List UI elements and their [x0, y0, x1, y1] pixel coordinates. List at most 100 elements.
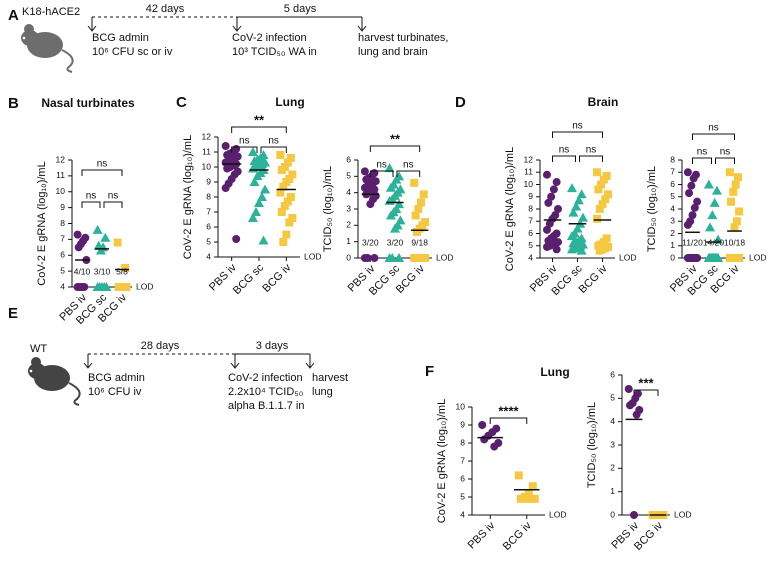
y-tick-label: 10 [202, 161, 212, 171]
data-point [417, 198, 426, 207]
y-tick-label: 3 [346, 203, 351, 213]
data-point [624, 385, 633, 393]
step-label: harvest [312, 372, 348, 384]
data-point [593, 168, 601, 177]
y-tick-label: 0 [670, 252, 675, 262]
data-point [360, 254, 369, 262]
significance-bracket [489, 417, 528, 424]
data-point [709, 197, 720, 207]
data-point [385, 210, 396, 220]
data-point [729, 187, 738, 196]
timeline-arrows [87, 17, 367, 32]
y-tick-label: 4 [346, 187, 351, 197]
y-tick-label: 8 [528, 203, 533, 213]
data-point [249, 156, 260, 165]
data-point [728, 254, 737, 262]
data-point [524, 489, 533, 498]
significance-bracket [231, 146, 258, 153]
data-point [478, 421, 487, 429]
y-tick-label: 6 [610, 369, 615, 379]
data-point [100, 232, 111, 242]
significance-label: ns [239, 136, 250, 147]
step-label: lung and brain [358, 46, 428, 58]
data-point [567, 183, 577, 193]
y-tick-label: 5 [346, 171, 351, 181]
significance-bracket [81, 201, 101, 208]
data-point [480, 435, 489, 444]
significance-label: ns [108, 191, 119, 202]
data-point [594, 185, 603, 194]
data-point [522, 494, 531, 503]
count-label: 11/20 [682, 237, 703, 247]
data-point [703, 253, 714, 262]
data-point [711, 253, 722, 262]
y-tick-label: 6 [528, 228, 533, 238]
data-point [526, 494, 535, 503]
y-tick-label: 2 [346, 220, 351, 230]
data-point [690, 203, 699, 212]
step-label: 10⁶ CFU sc or iv [92, 46, 173, 58]
data-point [250, 207, 261, 216]
significance-bracket [552, 131, 603, 138]
data-point [693, 197, 702, 206]
significance-label: ns [376, 160, 387, 171]
data-point [279, 182, 288, 191]
panel-letter: E [8, 305, 18, 322]
data-point [703, 179, 714, 189]
data-point [394, 253, 405, 262]
data-point [567, 244, 577, 254]
data-point [683, 254, 692, 262]
data-point [232, 235, 241, 243]
strain-label: WT [30, 343, 47, 355]
data-point [249, 177, 260, 186]
data-point [288, 170, 297, 179]
panel-letter: A [8, 7, 19, 24]
data-point [567, 230, 577, 240]
data-point [731, 180, 740, 189]
data-point [595, 205, 604, 213]
data-point [735, 207, 744, 216]
data-point [385, 182, 396, 192]
lod-label: LOD [436, 252, 453, 262]
y-tick-label: 4 [670, 203, 675, 213]
panel-letter: D [455, 94, 466, 111]
count-label: 5/8 [116, 266, 128, 276]
data-point [247, 147, 258, 156]
step-label: lung [312, 386, 333, 398]
data-point [730, 223, 739, 232]
y-tick-label: 12 [202, 131, 212, 141]
data-point [549, 185, 558, 194]
y-tick-label: 9 [528, 191, 533, 201]
data-point [626, 401, 635, 410]
count-label: 3/20 [387, 237, 404, 247]
y-tick-label: 10 [456, 401, 466, 411]
data-point [514, 471, 523, 480]
y-tick-label: 0 [346, 252, 351, 262]
significance-bracket [260, 146, 287, 153]
significance-label: ns [708, 123, 719, 134]
significance-label: ns [720, 147, 731, 158]
interval-label: 28 days [141, 340, 180, 352]
panel-letter: B [8, 95, 19, 112]
y-tick-label: 11 [56, 170, 65, 180]
y-tick-label: 5 [206, 236, 211, 246]
y-tick-label: 1 [670, 240, 675, 250]
y-tick-label: 4 [528, 252, 533, 262]
data-point [412, 227, 421, 236]
data-point [277, 208, 286, 216]
data-point [95, 245, 106, 255]
data-point [410, 178, 419, 187]
data-point [257, 192, 268, 201]
significance-bracket [579, 155, 603, 162]
count-label: 14/20 [703, 237, 725, 247]
data-point [725, 168, 734, 177]
step-label: CoV-2 infection [232, 32, 307, 44]
y-tick-label: 10 [524, 179, 534, 189]
significance-bracket [231, 126, 287, 133]
data-point [384, 163, 395, 173]
y-tick-label: 4 [460, 509, 465, 519]
data-point [277, 166, 286, 174]
data-point [604, 190, 612, 199]
panel-letter: C [176, 94, 187, 111]
y-tick-label: 3 [670, 216, 675, 226]
